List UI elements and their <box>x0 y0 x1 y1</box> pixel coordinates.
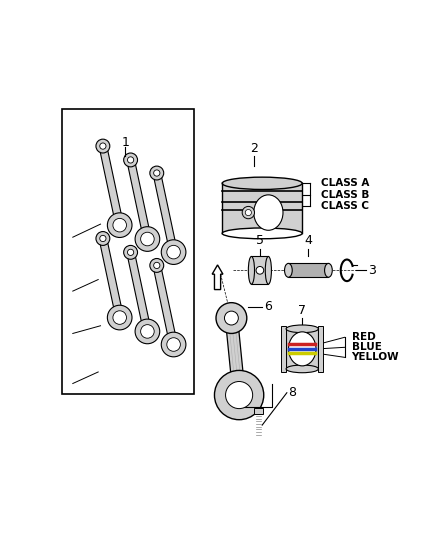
Circle shape <box>245 209 251 216</box>
Polygon shape <box>225 318 245 395</box>
Bar <box>254 408 263 414</box>
Circle shape <box>113 219 127 232</box>
Circle shape <box>161 332 186 357</box>
Circle shape <box>154 170 160 176</box>
Text: BLUE: BLUE <box>352 342 381 352</box>
Polygon shape <box>99 238 124 318</box>
Ellipse shape <box>248 256 254 284</box>
Bar <box>318 326 323 372</box>
Ellipse shape <box>265 256 272 284</box>
Ellipse shape <box>289 332 316 366</box>
Circle shape <box>96 231 110 245</box>
Polygon shape <box>127 252 151 332</box>
Circle shape <box>100 236 106 241</box>
Text: 8: 8 <box>288 386 297 399</box>
Circle shape <box>150 166 164 180</box>
Text: 1: 1 <box>121 136 129 149</box>
Ellipse shape <box>254 195 283 230</box>
Text: CLASS B: CLASS B <box>321 190 369 200</box>
Circle shape <box>154 262 160 269</box>
Bar <box>282 326 286 372</box>
Circle shape <box>216 303 247 334</box>
Circle shape <box>161 240 186 264</box>
Text: YELLOW: YELLOW <box>352 352 399 362</box>
Bar <box>222 183 302 233</box>
Circle shape <box>135 227 160 252</box>
Circle shape <box>100 143 106 149</box>
Polygon shape <box>153 172 177 253</box>
Bar <box>251 256 268 284</box>
Circle shape <box>226 382 253 409</box>
Text: RED: RED <box>352 332 375 342</box>
Text: CLASS A: CLASS A <box>321 179 369 188</box>
Text: 4: 4 <box>304 234 312 247</box>
Ellipse shape <box>285 263 292 277</box>
Circle shape <box>256 266 264 274</box>
Polygon shape <box>127 159 151 240</box>
Circle shape <box>107 305 132 330</box>
Circle shape <box>215 370 264 419</box>
Text: 2: 2 <box>250 142 258 155</box>
Circle shape <box>113 311 127 325</box>
Circle shape <box>96 139 110 153</box>
Bar <box>286 329 318 369</box>
Ellipse shape <box>286 365 318 373</box>
Ellipse shape <box>222 228 302 239</box>
Circle shape <box>107 213 132 238</box>
Text: 7: 7 <box>298 303 306 317</box>
Circle shape <box>127 249 134 255</box>
Circle shape <box>224 311 238 325</box>
Ellipse shape <box>222 177 302 189</box>
Circle shape <box>242 206 254 219</box>
Circle shape <box>150 259 164 272</box>
Bar <box>288 263 328 277</box>
Text: 6: 6 <box>264 300 272 313</box>
Ellipse shape <box>325 263 332 277</box>
Polygon shape <box>99 146 124 226</box>
Text: 3: 3 <box>367 264 375 277</box>
Text: 5: 5 <box>256 234 264 247</box>
Circle shape <box>124 153 138 167</box>
Polygon shape <box>153 264 177 345</box>
Circle shape <box>167 338 180 351</box>
Bar <box>62 109 194 393</box>
Circle shape <box>141 325 154 338</box>
Ellipse shape <box>286 325 318 333</box>
Circle shape <box>141 232 154 246</box>
Circle shape <box>124 245 138 259</box>
Circle shape <box>135 319 160 344</box>
FancyArrow shape <box>212 265 223 289</box>
Circle shape <box>167 245 180 259</box>
Text: CLASS C: CLASS C <box>321 201 369 212</box>
Circle shape <box>127 157 134 163</box>
